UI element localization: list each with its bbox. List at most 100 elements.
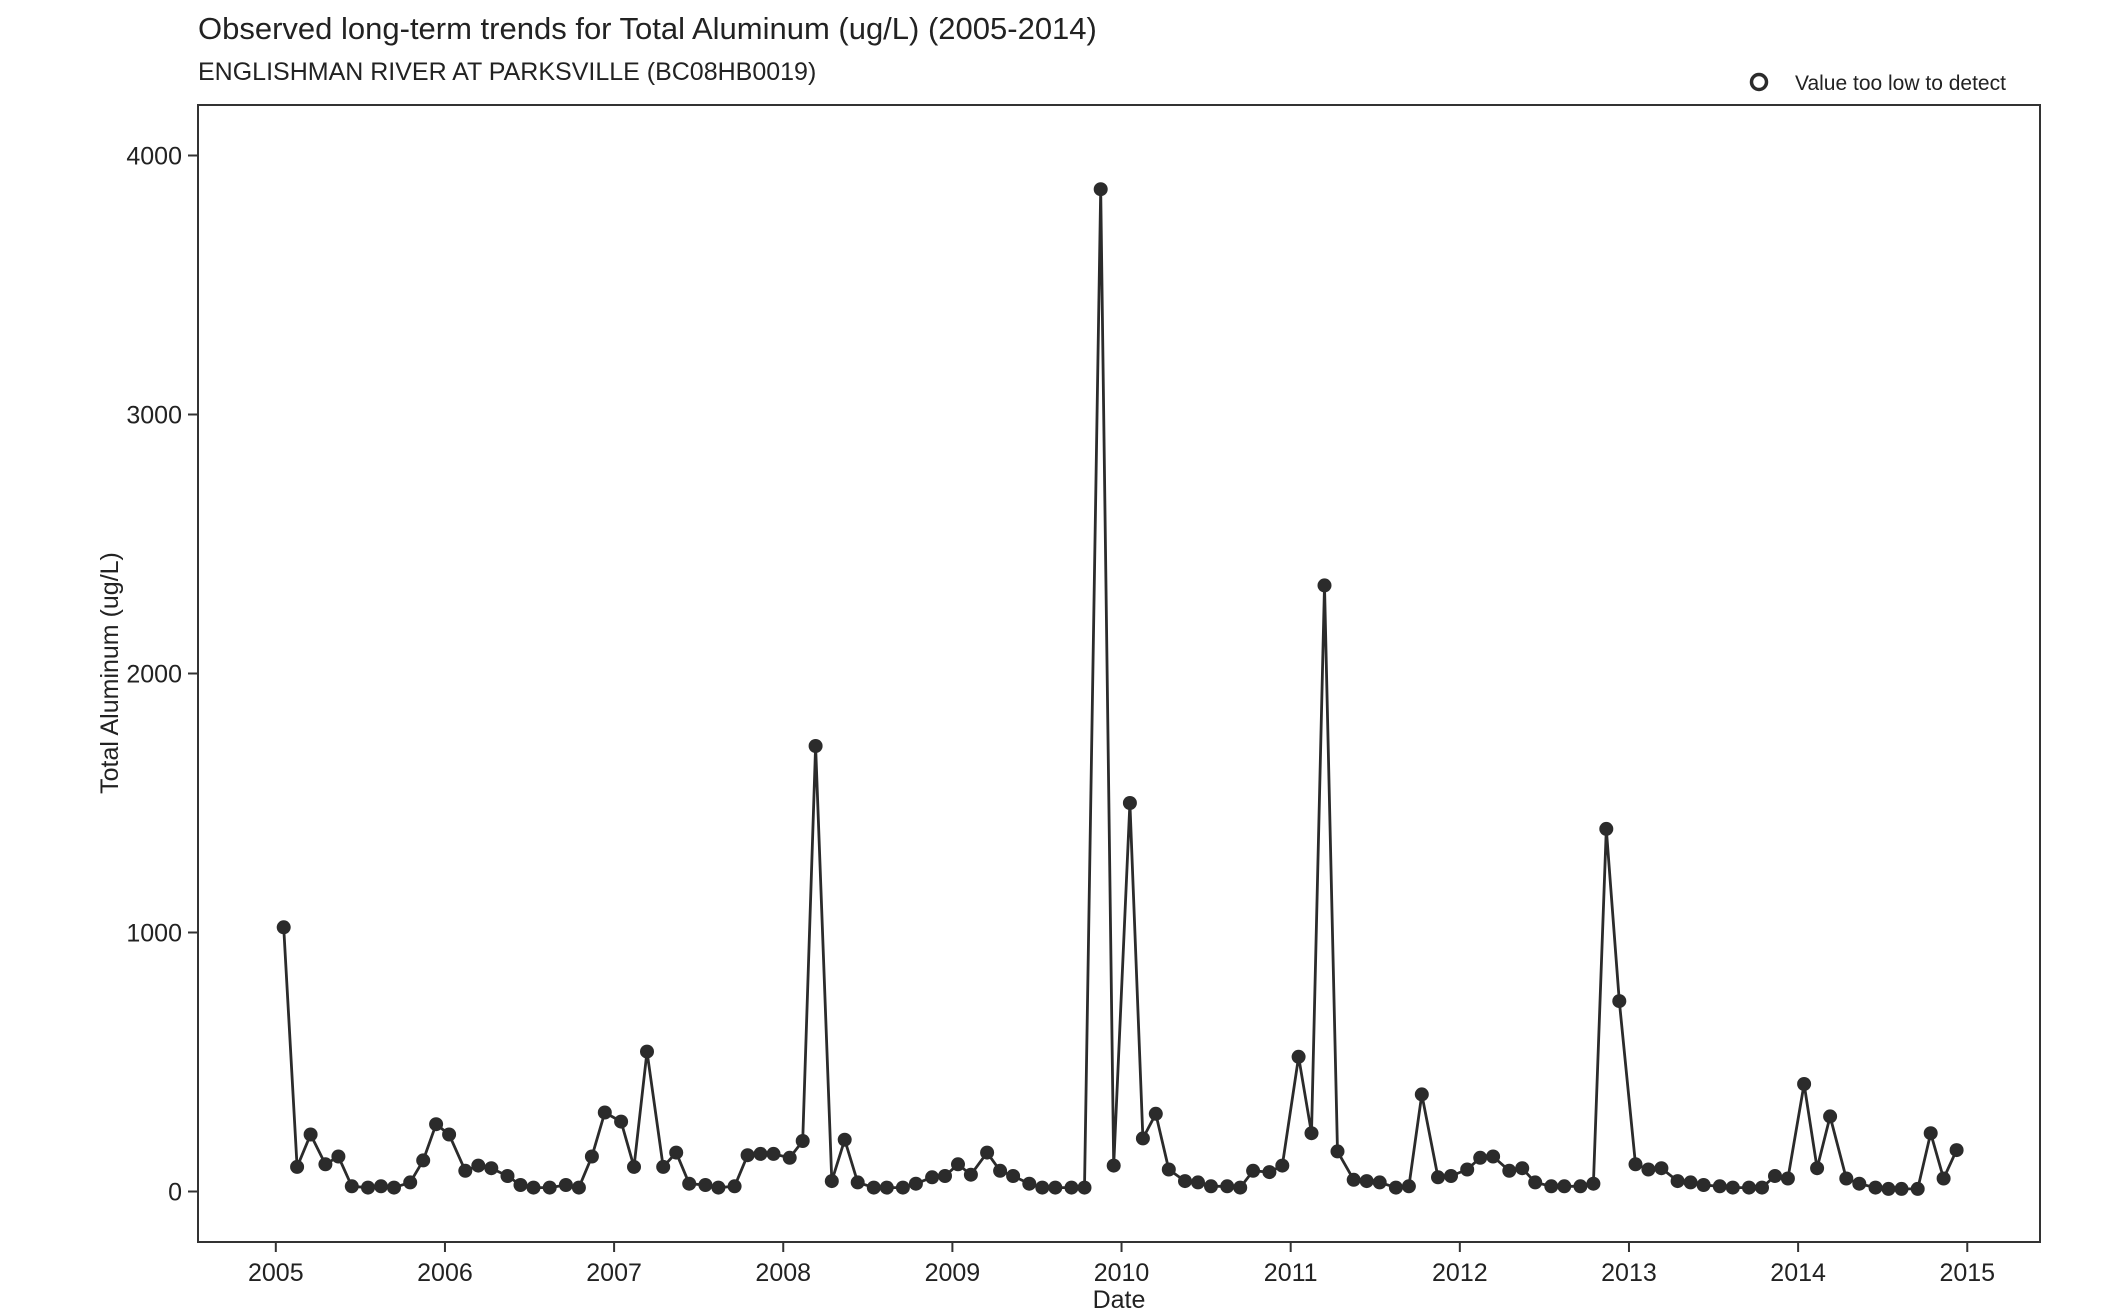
data-point <box>1275 1158 1290 1173</box>
data-point <box>1460 1162 1475 1177</box>
data-point <box>1515 1161 1530 1176</box>
data-point <box>1246 1163 1261 1178</box>
data-point <box>1852 1176 1867 1191</box>
data-point <box>1414 1087 1429 1102</box>
data-point <box>458 1163 473 1178</box>
data-point <box>1528 1175 1543 1190</box>
data-point <box>344 1179 359 1194</box>
data-point <box>1742 1180 1756 1195</box>
data-point <box>1881 1181 1896 1196</box>
data-point <box>303 1127 318 1142</box>
x-tick-label: 2009 <box>925 1259 981 1287</box>
data-point <box>895 1180 910 1195</box>
x-tick-label: 2013 <box>1601 1259 1657 1287</box>
data-point <box>1725 1180 1740 1195</box>
data-point <box>682 1176 697 1191</box>
y-tick-label: 2000 <box>126 661 182 689</box>
data-point <box>1712 1179 1727 1194</box>
data-point <box>698 1178 713 1192</box>
data-point <box>925 1170 940 1185</box>
data-point <box>1755 1180 1769 1195</box>
data-point <box>1304 1126 1319 1141</box>
data-point <box>1148 1106 1163 1121</box>
data-point <box>1077 1180 1092 1195</box>
data-point <box>1233 1180 1248 1195</box>
data-point <box>1401 1179 1416 1194</box>
data-point <box>1768 1169 1782 1183</box>
data-point <box>1641 1162 1656 1177</box>
data-point <box>938 1169 952 1183</box>
data-point <box>1696 1178 1711 1192</box>
data-point <box>1923 1126 1938 1141</box>
x-tick-label: 2012 <box>1432 1259 1488 1287</box>
data-point <box>1486 1149 1501 1164</box>
data-point <box>753 1146 768 1161</box>
data-point <box>850 1175 865 1190</box>
chart-title: Observed long-term trends for Total Alum… <box>198 11 1097 46</box>
data-point <box>584 1149 599 1164</box>
data-point <box>627 1159 641 1174</box>
data-point <box>1048 1180 1063 1195</box>
data-point <box>740 1148 755 1163</box>
data-point <box>318 1157 333 1172</box>
data-point <box>1106 1158 1121 1173</box>
data-point <box>808 739 823 753</box>
legend-open-circle-icon <box>1749 72 1769 92</box>
data-point <box>1220 1179 1235 1194</box>
data-point <box>963 1167 978 1182</box>
data-point <box>403 1175 418 1190</box>
data-point <box>782 1150 797 1165</box>
data-point <box>766 1146 781 1161</box>
data-point <box>1810 1161 1825 1176</box>
data-point <box>656 1159 671 1174</box>
data-point <box>993 1163 1008 1178</box>
data-point <box>1586 1176 1601 1191</box>
data-point <box>1910 1181 1925 1196</box>
data-point <box>1544 1179 1559 1194</box>
data-point <box>471 1158 486 1173</box>
legend: Value too low to detect <box>1749 72 2006 95</box>
data-point <box>1262 1165 1277 1180</box>
x-tick-label: 2015 <box>1939 1259 1995 1287</box>
data-point <box>1868 1180 1883 1195</box>
data-point <box>331 1149 346 1164</box>
data-point <box>1161 1162 1176 1177</box>
data-point <box>1654 1161 1669 1176</box>
data-point <box>1431 1170 1445 1185</box>
data-point <box>276 920 291 935</box>
data-point <box>1191 1175 1205 1190</box>
data-point <box>1557 1179 1572 1194</box>
data-point <box>1006 1169 1021 1183</box>
data-point <box>879 1180 894 1195</box>
data-point <box>429 1117 444 1132</box>
data-point <box>1628 1157 1643 1172</box>
data-point <box>837 1132 852 1147</box>
data-point <box>1330 1144 1345 1159</box>
data-point <box>1022 1176 1037 1191</box>
data-point <box>1502 1163 1517 1178</box>
x-tick-label: 2006 <box>417 1259 473 1287</box>
data-point <box>1612 994 1627 1009</box>
data-point <box>542 1180 557 1195</box>
data-point <box>1444 1169 1458 1183</box>
x-tick-label: 2014 <box>1770 1259 1826 1287</box>
data-point <box>1894 1181 1909 1196</box>
y-tick-label: 3000 <box>126 402 182 430</box>
data-point <box>597 1105 612 1120</box>
data-point <box>908 1176 923 1191</box>
data-point <box>513 1178 528 1192</box>
data-point <box>1178 1174 1192 1189</box>
data-point <box>571 1180 586 1195</box>
data-point <box>1670 1174 1685 1189</box>
data-point <box>1093 182 1108 197</box>
data-point <box>614 1114 629 1129</box>
data-point <box>1599 821 1614 836</box>
data-point <box>1064 1180 1079 1195</box>
data-point <box>1035 1180 1050 1195</box>
data-point <box>669 1145 684 1160</box>
data-point <box>1122 796 1137 810</box>
data-point <box>361 1180 375 1195</box>
data-point <box>526 1180 541 1195</box>
data-point <box>500 1169 515 1183</box>
